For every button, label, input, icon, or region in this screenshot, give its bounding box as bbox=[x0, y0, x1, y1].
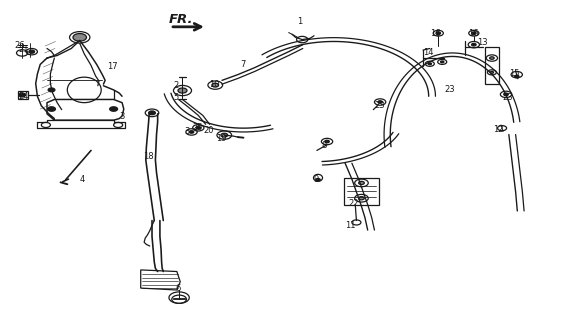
Text: 24: 24 bbox=[18, 92, 28, 101]
Circle shape bbox=[359, 181, 365, 185]
Circle shape bbox=[436, 32, 440, 35]
Circle shape bbox=[110, 107, 118, 111]
Circle shape bbox=[471, 44, 476, 46]
Bar bbox=[344, 178, 379, 204]
Text: 21: 21 bbox=[18, 44, 28, 54]
Text: 14: 14 bbox=[423, 48, 434, 57]
Circle shape bbox=[325, 140, 329, 143]
Text: 16: 16 bbox=[430, 29, 441, 38]
Text: 17: 17 bbox=[107, 61, 118, 70]
Circle shape bbox=[48, 107, 55, 111]
Circle shape bbox=[378, 101, 383, 103]
Text: 23: 23 bbox=[375, 101, 385, 110]
Text: 7: 7 bbox=[241, 60, 246, 69]
Text: 1: 1 bbox=[297, 17, 303, 26]
Circle shape bbox=[29, 50, 35, 53]
Circle shape bbox=[316, 179, 320, 181]
Text: 9: 9 bbox=[313, 175, 318, 184]
Circle shape bbox=[189, 131, 194, 133]
Bar bbox=[485, 47, 499, 84]
Text: 3: 3 bbox=[185, 127, 190, 136]
Circle shape bbox=[490, 71, 494, 73]
Text: 23: 23 bbox=[445, 85, 456, 94]
Circle shape bbox=[196, 126, 200, 129]
Circle shape bbox=[440, 61, 444, 63]
Circle shape bbox=[221, 133, 228, 137]
Text: 10: 10 bbox=[209, 80, 220, 89]
Circle shape bbox=[178, 88, 187, 93]
Circle shape bbox=[490, 57, 494, 59]
Text: 26: 26 bbox=[14, 41, 25, 50]
Text: 8: 8 bbox=[321, 141, 327, 150]
Circle shape bbox=[212, 83, 218, 87]
Text: 13: 13 bbox=[477, 38, 488, 47]
Text: 19: 19 bbox=[216, 134, 226, 143]
Circle shape bbox=[514, 75, 519, 78]
Text: FR.: FR. bbox=[169, 13, 194, 26]
Text: 25: 25 bbox=[192, 123, 203, 132]
Circle shape bbox=[428, 63, 431, 65]
Circle shape bbox=[48, 88, 55, 92]
Bar bbox=[18, 91, 28, 99]
Circle shape bbox=[504, 93, 508, 96]
Text: 16: 16 bbox=[469, 29, 479, 38]
Text: 4: 4 bbox=[80, 175, 85, 184]
Text: 2: 2 bbox=[173, 81, 178, 90]
Text: 12: 12 bbox=[494, 125, 504, 134]
Text: 15: 15 bbox=[509, 69, 520, 78]
Text: 3: 3 bbox=[119, 113, 125, 122]
Circle shape bbox=[471, 32, 476, 35]
Text: 18: 18 bbox=[143, 152, 154, 161]
Circle shape bbox=[149, 111, 156, 115]
Text: 6: 6 bbox=[176, 284, 181, 292]
Circle shape bbox=[19, 93, 25, 97]
Text: 20: 20 bbox=[203, 126, 214, 135]
Text: 11: 11 bbox=[345, 221, 356, 230]
Circle shape bbox=[359, 197, 365, 200]
Text: 5: 5 bbox=[173, 93, 178, 102]
Circle shape bbox=[73, 34, 87, 41]
Text: 23: 23 bbox=[503, 93, 513, 102]
Text: 22: 22 bbox=[348, 199, 359, 208]
